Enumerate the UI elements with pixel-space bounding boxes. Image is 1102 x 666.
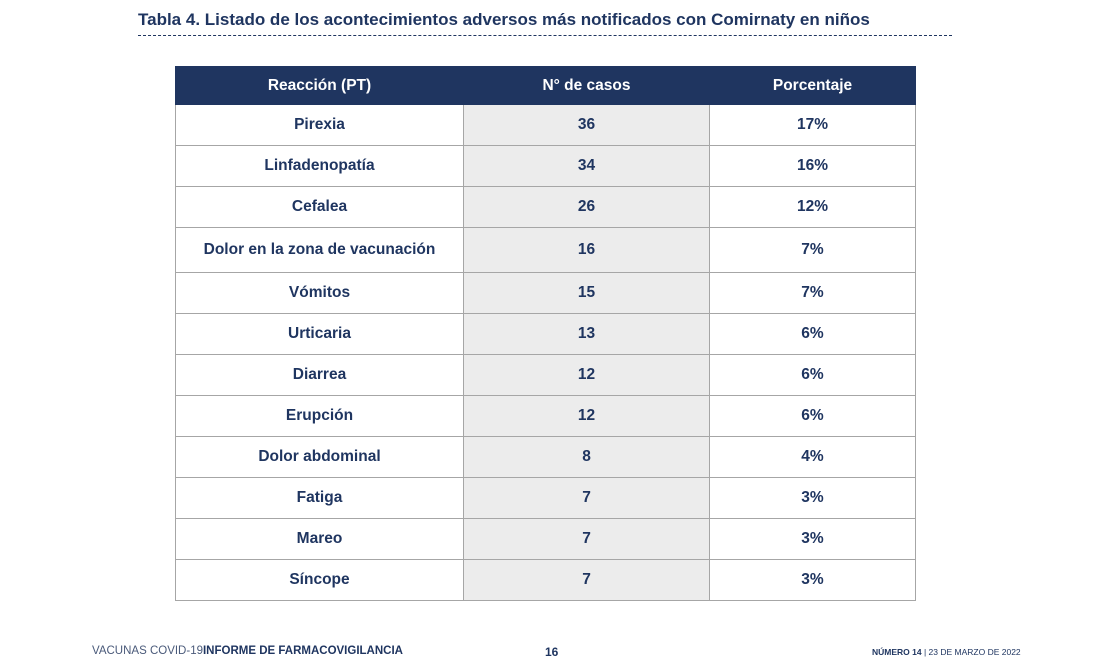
footer-date: | 23 DE MARZO DE 2022	[921, 647, 1021, 657]
table-row: Fatiga 7 3%	[175, 477, 916, 519]
cell-reaction: Erupción	[175, 395, 464, 437]
table-row: Linfadenopatía 34 16%	[175, 145, 916, 187]
footer-series: VACUNAS COVID-19	[92, 645, 203, 657]
cell-cases: 7	[463, 518, 710, 560]
table-row: Pirexia 36 17%	[175, 104, 916, 146]
header-reaction: Reacción (PT)	[175, 66, 464, 105]
page-number: 16	[545, 645, 559, 659]
adverse-events-table: Reacción (PT) N° de casos Porcentaje Pir…	[175, 66, 916, 601]
cell-reaction: Vómitos	[175, 272, 464, 314]
cell-reaction: Dolor abdominal	[175, 436, 464, 478]
cell-percentage: 4%	[709, 436, 916, 478]
cell-cases: 16	[463, 227, 710, 273]
cell-cases: 12	[463, 395, 710, 437]
cell-cases: 12	[463, 354, 710, 396]
table-row: Síncope 7 3%	[175, 559, 916, 601]
table-row: Diarrea 12 6%	[175, 354, 916, 396]
cell-reaction: Cefalea	[175, 186, 464, 228]
table-row: Vómitos 15 7%	[175, 272, 916, 314]
cell-reaction: Urticaria	[175, 313, 464, 355]
table-row: Erupción 12 6%	[175, 395, 916, 437]
cell-reaction: Fatiga	[175, 477, 464, 519]
cell-cases: 7	[463, 477, 710, 519]
cell-reaction: Síncope	[175, 559, 464, 601]
cell-cases: 36	[463, 104, 710, 146]
cell-percentage: 6%	[709, 395, 916, 437]
cell-reaction: Dolor en la zona de vacunación	[175, 227, 464, 273]
cell-percentage: 3%	[709, 559, 916, 601]
table-title: Tabla 4. Listado de los acontecimientos …	[138, 10, 870, 29]
cell-reaction: Linfadenopatía	[175, 145, 464, 187]
cell-reaction: Pirexia	[175, 104, 464, 146]
table-header-row: Reacción (PT) N° de casos Porcentaje	[175, 66, 916, 105]
footer-issue-number: NÚMERO 14	[872, 647, 922, 657]
cell-percentage: 3%	[709, 518, 916, 560]
cell-percentage: 17%	[709, 104, 916, 146]
header-cases: N° de casos	[463, 66, 710, 105]
cell-percentage: 7%	[709, 272, 916, 314]
cell-reaction: Mareo	[175, 518, 464, 560]
cell-cases: 13	[463, 313, 710, 355]
cell-cases: 8	[463, 436, 710, 478]
header-percentage: Porcentaje	[709, 66, 916, 105]
footer-report-name: INFORME DE FARMACOVIGILANCIA	[202, 645, 403, 657]
cell-percentage: 16%	[709, 145, 916, 187]
table-row: Dolor abdominal 8 4%	[175, 436, 916, 478]
footer-issue: NÚMERO 14 | 23 DE MARZO DE 2022	[872, 647, 1021, 657]
cell-percentage: 12%	[709, 186, 916, 228]
cell-percentage: 7%	[709, 227, 916, 273]
cell-cases: 15	[463, 272, 710, 314]
title-dashed-rule	[138, 35, 952, 36]
cell-percentage: 6%	[709, 354, 916, 396]
cell-cases: 34	[463, 145, 710, 187]
cell-percentage: 3%	[709, 477, 916, 519]
cell-reaction: Diarrea	[175, 354, 464, 396]
table-row: Mareo 7 3%	[175, 518, 916, 560]
table-row: Dolor en la zona de vacunación 16 7%	[175, 227, 916, 273]
footer-publication: VACUNAS COVID-19INFORME DE FARMACOVIGILA…	[92, 645, 403, 657]
cell-cases: 26	[463, 186, 710, 228]
table-row: Urticaria 13 6%	[175, 313, 916, 355]
table-row: Cefalea 26 12%	[175, 186, 916, 228]
cell-cases: 7	[463, 559, 710, 601]
cell-percentage: 6%	[709, 313, 916, 355]
